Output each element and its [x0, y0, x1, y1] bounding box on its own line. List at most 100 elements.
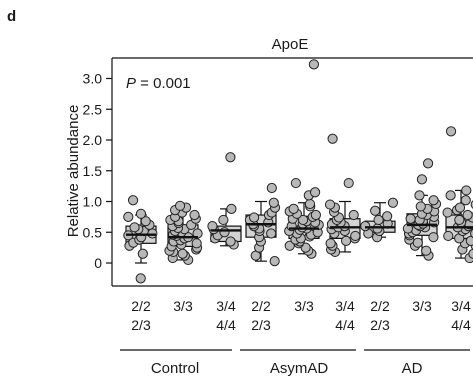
data-point — [327, 133, 338, 144]
group-label-asymad: AsymAD — [270, 360, 329, 377]
data-point — [428, 195, 439, 206]
data-point — [416, 174, 428, 185]
data-point — [269, 256, 280, 267]
data-point — [191, 238, 202, 249]
genotype-label: 2/3 — [131, 317, 151, 333]
data-point — [218, 214, 229, 226]
genotype-label: 2/2 — [370, 298, 390, 314]
data-point — [140, 216, 151, 227]
data-point — [360, 221, 371, 232]
data-point — [225, 236, 236, 247]
genotype-label: 4/4 — [216, 317, 236, 333]
data-point — [135, 208, 147, 219]
data-point — [288, 203, 299, 214]
data-point — [350, 230, 361, 242]
data-point — [174, 200, 186, 211]
data-point — [461, 185, 472, 196]
data-point — [343, 177, 354, 189]
p-value-annotation: P = 0.001 — [126, 75, 191, 92]
data-point — [462, 209, 473, 221]
data-point — [445, 190, 456, 201]
y-axis-label: Relative abundance — [65, 105, 82, 238]
data-point — [454, 214, 465, 226]
box-asymad-1 — [244, 182, 281, 267]
group-label-ad: AD — [402, 360, 423, 377]
box-ad-1 — [360, 197, 399, 243]
data-point — [421, 245, 432, 256]
genotype-label: 2/2 — [131, 298, 151, 314]
data-point — [219, 227, 230, 238]
data-point — [442, 207, 453, 218]
chart-title: ApoE — [272, 36, 309, 53]
data-point — [123, 211, 134, 222]
data-point — [382, 211, 393, 222]
data-point — [226, 203, 237, 214]
data-point — [290, 177, 301, 189]
genotype-label: 4/4 — [451, 317, 471, 333]
data-point — [127, 195, 139, 206]
y-tick-label: 0 — [94, 255, 102, 271]
data-point — [225, 152, 236, 163]
genotype-label: 4/4 — [335, 317, 355, 333]
box-control-1 — [123, 195, 158, 284]
data-point — [177, 248, 188, 259]
genotype-label: 3/4 — [451, 298, 471, 314]
data-point — [348, 209, 359, 221]
data-point — [325, 238, 336, 249]
data-point — [468, 248, 473, 259]
genotype-label: 3/3 — [173, 298, 193, 314]
data-point — [249, 212, 260, 223]
data-point — [324, 199, 336, 210]
p-symbol: P — [126, 75, 136, 92]
y-tick-label: 2.0 — [83, 132, 103, 148]
group-label-control: Control — [151, 360, 199, 377]
genotype-label: 3/3 — [412, 298, 432, 314]
data-point — [465, 235, 473, 246]
y-tick-label: 3.0 — [83, 71, 103, 87]
data-point — [414, 190, 425, 201]
data-point — [460, 195, 471, 206]
data-point — [470, 228, 473, 239]
data-point — [372, 223, 383, 234]
data-point — [373, 214, 384, 226]
data-point — [443, 230, 454, 242]
y-tick-label: 1.0 — [83, 194, 103, 210]
data-point — [147, 228, 158, 239]
data-point — [137, 248, 148, 259]
plot-area: 0 0.5 1.0 1.5 2.0 2.5 3.0 2/2 2/3 3/3 3/4 4/4 2/2 2/3… — [83, 57, 473, 377]
data-point — [405, 213, 416, 224]
data-point — [189, 209, 200, 221]
genotype-label: 2/3 — [370, 317, 390, 333]
data-point — [304, 198, 316, 210]
data-point — [266, 182, 277, 194]
box-control-2 — [164, 200, 203, 266]
box-ad-2 — [402, 158, 442, 261]
data-point — [415, 201, 426, 212]
genotype-label: 2/2 — [251, 298, 271, 314]
data-point — [341, 235, 352, 246]
y-tick-label: 2.5 — [83, 101, 103, 117]
data-point — [445, 126, 457, 137]
data-point — [412, 237, 423, 248]
genotype-label: 3/4 — [335, 298, 355, 314]
data-point — [309, 187, 321, 198]
data-point — [428, 232, 439, 243]
y-tick-label: 1.5 — [83, 163, 103, 179]
data-point — [135, 273, 146, 284]
data-point — [129, 222, 140, 233]
y-tick-label: 0.5 — [83, 224, 103, 240]
data-point — [297, 214, 309, 226]
data-point — [387, 197, 399, 208]
box-asymad-2 — [284, 59, 324, 259]
p-value: = 0.001 — [136, 75, 191, 92]
data-point — [268, 197, 279, 208]
box-asymad-3 — [324, 133, 361, 258]
data-point — [266, 228, 277, 239]
box-control-3 — [207, 152, 242, 250]
genotype-label: 3/3 — [294, 298, 314, 314]
data-point — [454, 202, 466, 213]
data-point — [370, 205, 381, 216]
data-point — [310, 209, 321, 221]
data-point — [308, 59, 320, 70]
